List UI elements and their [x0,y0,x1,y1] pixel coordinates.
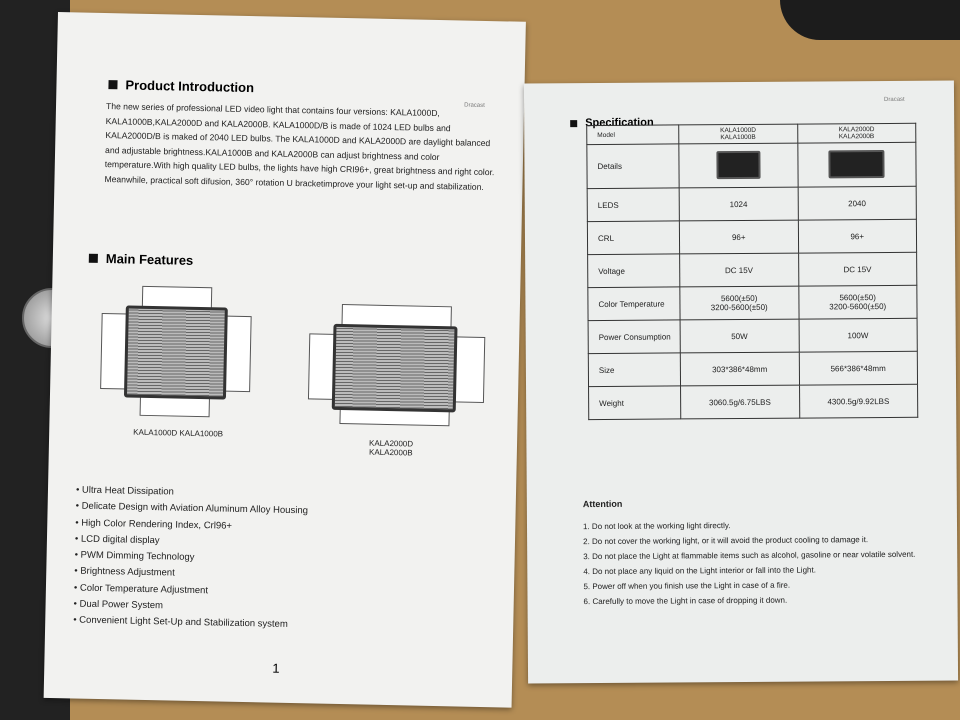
page-number: 1 [272,660,280,676]
spec-value: 566*386*48mm [798,351,918,386]
bullet-square-icon [570,119,578,127]
lamp-thumbnail [716,150,761,179]
spec-value: 3060.5g/6.75LBS [680,385,800,419]
spec-value: DC 15V [679,253,799,287]
spec-label: LEDS [587,187,680,222]
lamp1-label: KALA1000D KALA1000B [133,427,224,439]
features-heading: Main Features [88,251,194,268]
spec-label: CRL [587,220,680,255]
brand-mark: Dracast [884,96,905,103]
left-page: Dracast Product Introduction The new ser… [43,12,526,708]
spec-label: Color Temperature [587,286,681,321]
attention-heading: Attention [582,498,623,510]
spec-value: KALA1000D KALA1000B [678,124,798,144]
feature-item: Convenient Light Set-Up and Stabilizatio… [73,613,306,634]
spec-row: Color Temperature 5600(±50) 3200-5600(±50… [587,285,918,321]
attention-item: 3. Do not place the Light at flammable i… [583,549,916,562]
lamp-thumbnail [828,149,885,178]
attention-item: 6. Carefully to move the Light in case o… [583,595,788,607]
spec-label: Model [586,124,679,145]
spec-row: LEDS 1024 2040 [587,186,917,222]
lamp2-label: KALA2000D KALA2000B [368,438,414,458]
spec-value: 1024 [679,187,798,221]
lamp1-diagram [58,12,526,418]
spec-value: DC 15V [798,252,917,287]
lamp2-diagram [58,12,526,427]
spec-row: Size 303*386*48mm 566*386*48mm [588,351,918,387]
spec-row: Model KALA1000D KALA1000B KALA2000D KALA20… [586,123,916,145]
spec-row: Details [586,142,917,189]
spec-value: 303*386*48mm [680,352,800,386]
spec-value: 5600(±50) 3200-5600(±50) [679,286,799,320]
intro-heading: Product Introduction [108,77,254,95]
spec-value [678,143,798,188]
spec-value: 50W [680,319,799,353]
spec-label: Power Consumption [588,319,681,354]
spec-label: Size [588,352,681,387]
black-bag [780,0,960,40]
bullet-square-icon [108,80,118,90]
spec-value [797,142,917,188]
spec-value: 5600(±50) 3200-5600(±50) [798,285,918,320]
spec-value: 100W [798,318,918,353]
spec-value: 4300.5g/9.92LBS [799,384,918,419]
spec-label: Weight [588,385,681,420]
spec-row: Power Consumption 50W 100W [588,318,918,354]
spec-row: Weight 3060.5g/6.75LBS 4300.5g/9.92LBS [588,384,918,420]
features-list: Ultra Heat Dissipation Delicate Design w… [73,482,308,634]
spec-value: 2040 [797,186,917,221]
bullet-square-icon [88,253,98,263]
spec-table: Model KALA1000D KALA1000B KALA2000D KALA20… [586,123,918,420]
features-heading-text: Main Features [105,251,194,268]
spec-value: KALA2000D KALA2000B [797,123,916,144]
spec-value: 96+ [679,220,799,254]
spec-label: Details [586,143,680,189]
attention-section: Attention 1. Do not look at the working … [583,497,916,609]
intro-heading-text: Product Introduction [125,77,255,96]
intro-paragraph: The new series of professional LED video… [104,101,495,192]
right-page: Dracast Specification Model KALA1000D KAL… [523,80,959,684]
spec-row: CRL 96+ 96+ [587,219,917,255]
spec-row: Voltage DC 15V DC 15V [587,252,917,288]
spec-value: 96+ [797,219,917,254]
spec-label: Voltage [587,253,680,288]
